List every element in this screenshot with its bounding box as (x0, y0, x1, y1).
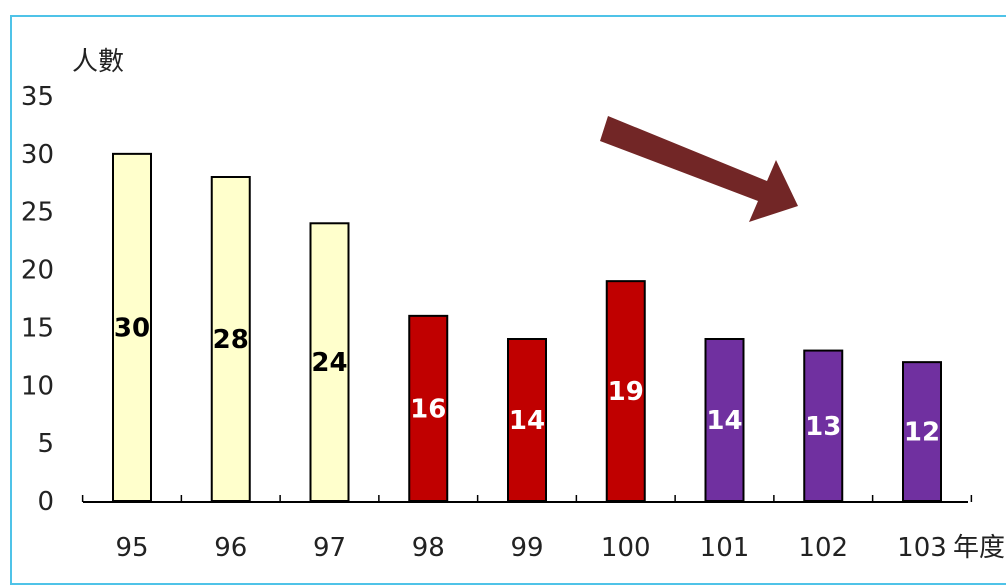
trend-arrow-annotation (600, 116, 798, 222)
bar-value-label: 19 (608, 377, 644, 407)
bar-value-label: 13 (805, 412, 841, 442)
y-tick-label: 0 (37, 487, 54, 517)
y-axis-title: 人數 (72, 47, 124, 77)
x-tick-label: 100 (601, 533, 651, 563)
y-tick-label: 15 (21, 313, 54, 343)
x-axis-title: 年度 (953, 533, 1005, 563)
y-axis: 0 5 10 15 20 25 30 35 (21, 82, 54, 517)
bar (309, 222, 350, 503)
bar-value-label: 28 (213, 325, 249, 355)
bar (803, 349, 844, 503)
y-tick-label: 10 (21, 371, 54, 401)
bar (112, 152, 152, 502)
x-tick-label: 97 (313, 533, 346, 563)
x-tick-label: 103 (897, 533, 947, 563)
x-tick-label: 102 (798, 533, 848, 563)
bar (605, 280, 646, 502)
y-tick-label: 30 (21, 140, 54, 170)
x-tick-label: 98 (412, 533, 445, 563)
x-tick-label: 99 (510, 533, 543, 563)
x-tick-label: 95 (115, 533, 148, 563)
y-tick-label: 20 (21, 256, 54, 286)
y-tick-label: 35 (21, 82, 54, 112)
bar-value-label: 24 (311, 348, 347, 378)
bar (902, 361, 942, 502)
y-tick-label: 25 (21, 198, 54, 228)
y-tick-label: 5 (37, 429, 54, 459)
bar (507, 338, 547, 502)
bar (704, 338, 745, 502)
bar-value-label: 30 (114, 313, 150, 343)
bar-value-label: 16 (410, 394, 446, 424)
bar-value-label: 12 (904, 418, 940, 448)
x-axis: 95 96 97 98 99 100 101 102 103 (81, 495, 973, 563)
bar-value-label: 14 (509, 406, 545, 436)
x-tick-label: 96 (214, 533, 247, 563)
bar-value-label: 14 (706, 406, 742, 436)
bar-series: 30 28 24 16 14 19 14 13 12 (112, 152, 942, 503)
x-tick-label: 101 (700, 533, 750, 563)
